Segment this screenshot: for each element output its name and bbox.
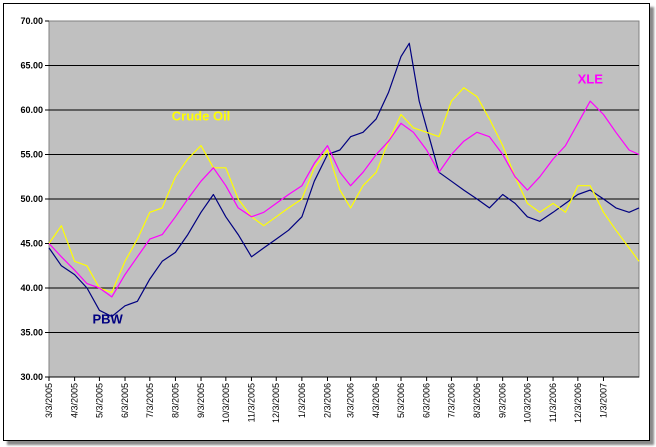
series-line-crude-oil: [48, 87, 640, 293]
x-tick-label: 2/3/2006: [322, 383, 332, 418]
x-tick-label: 5/3/2006: [396, 383, 406, 418]
y-tick-label: 60.00: [20, 105, 43, 115]
x-tick-label: 7/3/2006: [446, 383, 456, 418]
x-tick-label: 1/3/2007: [598, 383, 608, 418]
x-tick-label: 10/3/2006: [522, 383, 532, 423]
series-label-pbw: PBW: [92, 312, 123, 327]
x-tick-label: 11/3/2005: [246, 383, 256, 422]
y-tick-label: 65.00: [20, 61, 43, 71]
series-line-xle: [48, 100, 640, 298]
x-tick-label: 7/3/2005: [145, 383, 155, 418]
x-tick-label: 8/3/2006: [472, 383, 482, 418]
y-axis: 30.00 35.00 40.00 45.00 50.00 55.00 60.00 65.00…: [20, 16, 49, 382]
x-tick-label: 11/3/2006: [548, 383, 558, 422]
gridlines: [49, 65, 639, 333]
x-tick-label: 8/3/2005: [170, 383, 180, 418]
x-tick-label: 1/3/2006: [297, 383, 307, 418]
x-tick-label: 4/3/2005: [70, 383, 80, 418]
y-tick-label: 55.00: [20, 150, 43, 160]
series-label-crude-oil: Crude Oil: [172, 109, 231, 124]
x-tick-label: 6/3/2005: [120, 383, 130, 418]
x-tick-label: 10/3/2005: [221, 383, 231, 423]
y-tick-label: 50.00: [20, 194, 43, 204]
series-label-xle: XLE: [578, 71, 604, 86]
x-tick-label: 9/3/2006: [498, 383, 508, 418]
x-tick-label: 9/3/2005: [196, 383, 206, 418]
series-layer: [48, 42, 640, 318]
x-tick-label: 4/3/2006: [371, 383, 381, 418]
x-tick-label: 3/3/2006: [346, 383, 356, 418]
y-tick-label: 30.00: [20, 372, 43, 382]
y-tick-label: 40.00: [20, 283, 43, 293]
x-tick-label: 12/3/2005: [271, 383, 281, 423]
x-axis: 3/3/2005 4/3/2005 5/3/2005 6/3/2005 7/3/2005…: [44, 376, 639, 423]
y-tick-label: 45.00: [20, 239, 43, 249]
x-tick-label: 3/3/2005: [44, 383, 54, 418]
series-labels: PBW Crude Oil XLE: [92, 71, 603, 326]
x-tick-label: 6/3/2006: [422, 383, 432, 418]
chart-frame: 30.00 35.00 40.00 45.00 50.00 55.00 60.00 65.00…: [3, 3, 650, 441]
line-chart: 30.00 35.00 40.00 45.00 50.00 55.00 60.00 65.00…: [20, 16, 640, 423]
x-tick-label: 5/3/2005: [94, 383, 104, 418]
series-line-pbw: [48, 42, 640, 318]
y-tick-label: 35.00: [20, 328, 43, 338]
x-tick-label: 12/3/2006: [573, 383, 583, 423]
y-tick-label: 70.00: [20, 16, 43, 26]
